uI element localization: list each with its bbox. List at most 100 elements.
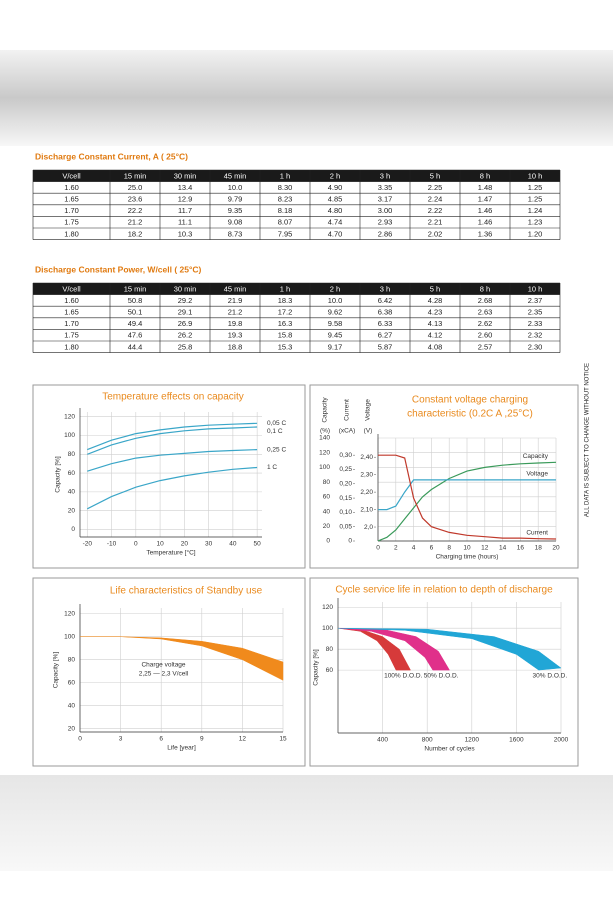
- x-tick-label: 12: [239, 736, 247, 743]
- table-cell: 26.2: [178, 331, 193, 340]
- y-axis-label: Capacity: [322, 397, 329, 423]
- series-line: [378, 479, 556, 511]
- band-area: [337, 627, 450, 671]
- table-cell: 19.3: [228, 331, 243, 340]
- band-area: [337, 627, 562, 671]
- y-axis-label: Voltage: [365, 399, 372, 421]
- header-cell: 45 min: [224, 284, 247, 293]
- y-tick-label: 140: [319, 435, 330, 442]
- series-line: [87, 466, 258, 510]
- table-cell: 2.24: [428, 194, 443, 203]
- table-cell: 22.2: [128, 206, 143, 215]
- table-cell: 1.25: [528, 194, 543, 203]
- table-cell: 8.23: [278, 194, 293, 203]
- x-tick-label: 16: [517, 545, 525, 552]
- table-cell: 8.18: [278, 206, 293, 215]
- y3-tick-label: 2,40: [360, 454, 373, 461]
- table-cell: 1.20: [528, 229, 543, 238]
- table-cell: 15.8: [278, 331, 293, 340]
- y-axis-unit: (xCA): [339, 428, 356, 435]
- table-cell: 1.75: [64, 218, 79, 227]
- y-tick-label: 60: [323, 494, 331, 501]
- table-cell: 1.46: [478, 206, 493, 215]
- series-label: 100% D.O.D.: [384, 673, 422, 680]
- table-cell: 18.8: [228, 342, 243, 351]
- table-cell: 4.13: [428, 319, 443, 328]
- table-cell: 6.42: [378, 296, 393, 305]
- table-cell: 3.00: [378, 206, 393, 215]
- table-cell: 2.32: [528, 331, 543, 340]
- series-line: [378, 454, 557, 540]
- side-note: ALL DATA IS SUBJECT TO CHANGE WITHOUT NO…: [585, 363, 591, 517]
- table-cell: 9.79: [228, 194, 243, 203]
- header-cell: 45 min: [224, 171, 247, 180]
- y-axis-label: Capacity [%]: [313, 649, 320, 686]
- y-tick-label: 80: [326, 646, 334, 653]
- x-tick-label: 6: [430, 545, 434, 552]
- x-tick-label: 40: [229, 541, 237, 548]
- table-cell: 9.62: [328, 307, 343, 316]
- table-cell: 1.70: [64, 206, 79, 215]
- table-cell: 3.17: [378, 194, 393, 203]
- y-axis-unit: (%): [320, 428, 330, 435]
- table-cell: 1.23: [528, 218, 543, 227]
- table-cell: 2.33: [528, 319, 543, 328]
- y3-tick-label: 2,30: [360, 471, 373, 478]
- x-tick-label: 8: [447, 545, 451, 552]
- x-tick-label: 12: [481, 545, 489, 552]
- table-cell: 9.58: [328, 319, 343, 328]
- table-cell: 6.38: [378, 307, 393, 316]
- y-axis-label: Capacity [%]: [53, 652, 60, 689]
- y2-tick-label: 0,15: [339, 495, 352, 502]
- table-cell: 4.12: [428, 331, 443, 340]
- table-cell: 6.33: [378, 319, 393, 328]
- header-cell: V/cell: [62, 284, 81, 293]
- chart-title: Temperature effects on capacity: [102, 392, 244, 403]
- header-cell: 2 h: [330, 171, 340, 180]
- y-tick-label: 120: [64, 610, 75, 617]
- table-cell: 7.95: [278, 229, 293, 238]
- table-cell: 25.8: [178, 342, 193, 351]
- table-cell: 4.28: [428, 296, 443, 305]
- table-cell: 26.9: [178, 319, 193, 328]
- x-tick-label: -10: [107, 541, 117, 548]
- x-tick-label: 0: [376, 545, 380, 552]
- y-axis-label: Capacity [%]: [55, 456, 62, 493]
- x-tick-label: 20: [552, 545, 560, 552]
- header-cell: 10 h: [528, 171, 543, 180]
- chart-frame: [309, 577, 579, 767]
- header-cell: 15 min: [124, 284, 147, 293]
- table-cell: 4.90: [328, 183, 343, 192]
- table-cell: 9.45: [328, 331, 343, 340]
- chart-frame: [309, 384, 579, 569]
- legend-label: 0,1 C: [267, 428, 283, 435]
- table-cell: 12.9: [178, 194, 193, 203]
- table-cell: 13.4: [178, 183, 193, 192]
- chart-title: Life characteristics of Standby use: [110, 586, 263, 597]
- legend-label: 0,25 C: [267, 446, 286, 453]
- table-cell: 8.73: [228, 229, 243, 238]
- table-cell: 2.02: [428, 229, 443, 238]
- table-cell: 2.57: [478, 342, 493, 351]
- band-area: [337, 627, 411, 671]
- chart-title: characteristic (0.2C A ,25°C): [407, 409, 533, 420]
- x-axis-label: Number of cycles: [424, 746, 475, 753]
- x-tick-label: 9: [200, 736, 204, 743]
- series-line: [87, 449, 258, 472]
- y-tick-label: 100: [64, 633, 75, 640]
- series-line: [377, 461, 557, 542]
- table-cell: 6.27: [378, 331, 393, 340]
- table-cell: 1.36: [478, 229, 493, 238]
- table-cell: 16.3: [278, 319, 293, 328]
- header-cell: 2 h: [330, 284, 340, 293]
- table-cell: 11.1: [178, 218, 192, 227]
- header-cell: 15 min: [124, 171, 147, 180]
- header-cell: 5 h: [430, 171, 440, 180]
- y-tick-label: 120: [64, 413, 75, 420]
- table-cell: 1.60: [64, 183, 79, 192]
- table-cell: 23.6: [128, 194, 143, 203]
- table-cell: 4.23: [428, 307, 443, 316]
- series-label: 50% D.O.D.: [424, 673, 459, 680]
- y2-tick-label: 0,05: [339, 523, 352, 530]
